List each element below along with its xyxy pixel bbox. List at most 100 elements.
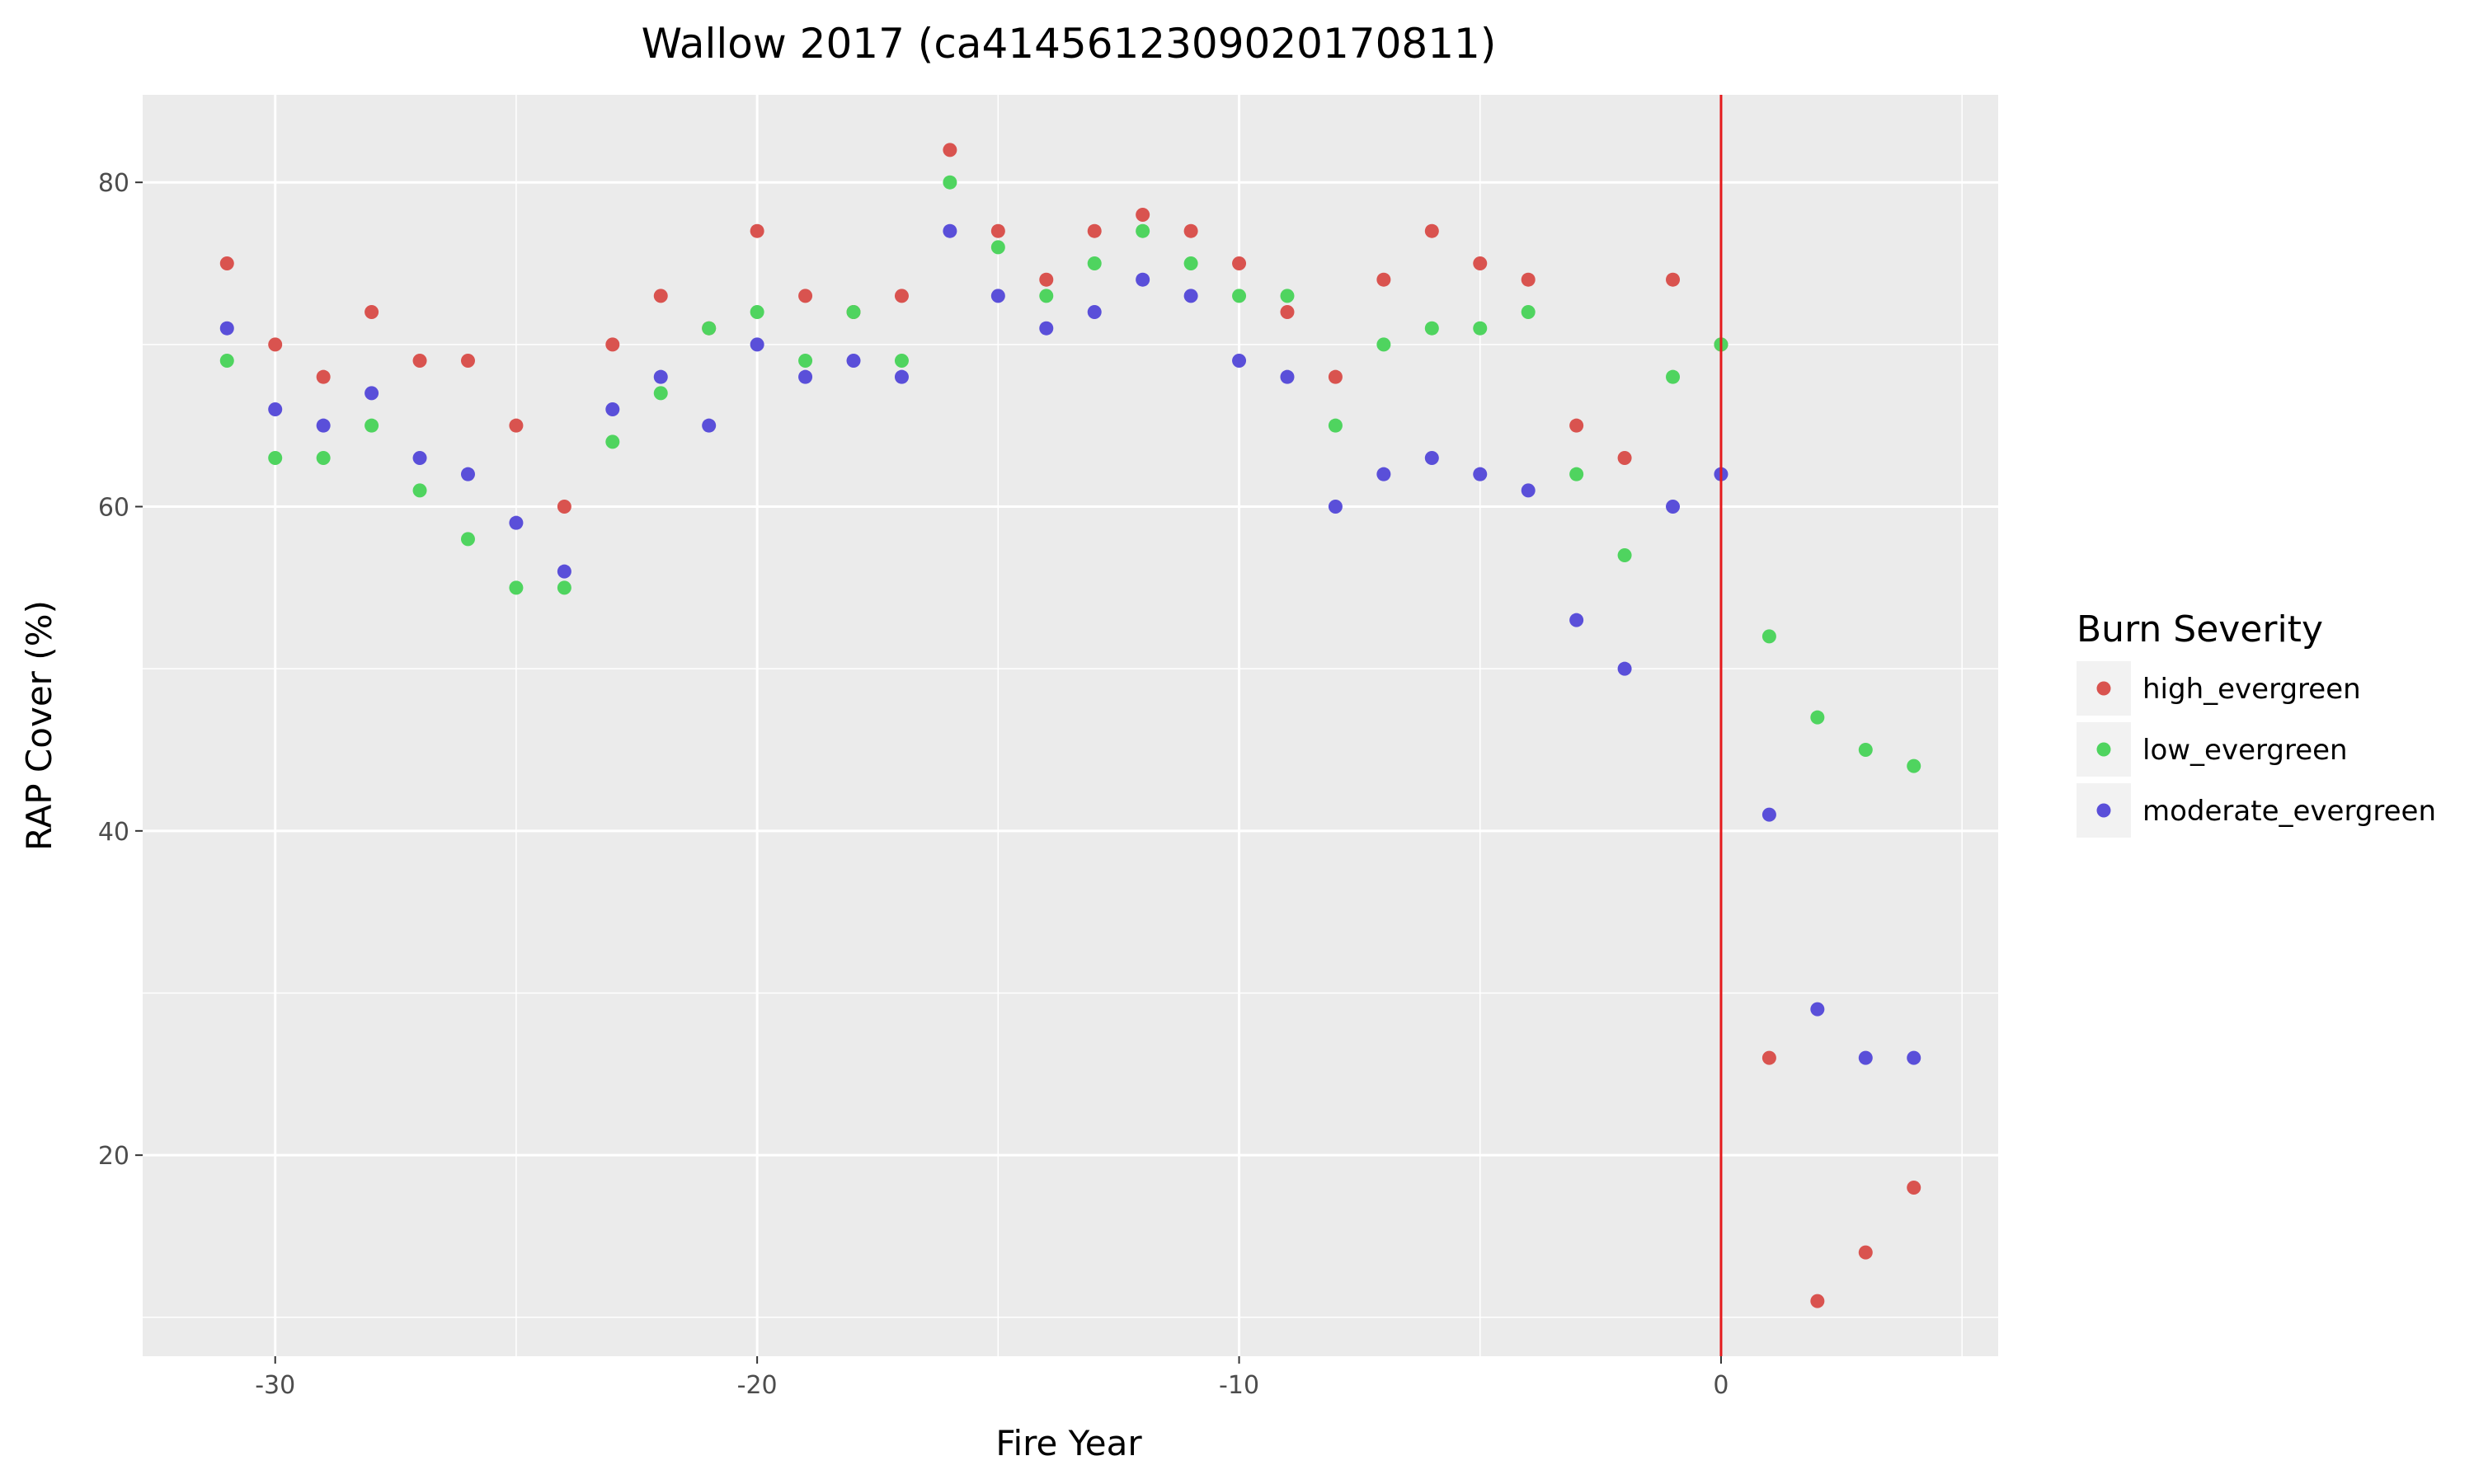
data-point xyxy=(1087,305,1102,320)
legend-label: moderate_evergreen xyxy=(2142,795,2436,828)
data-point xyxy=(1858,1245,1873,1260)
data-point xyxy=(1473,321,1488,336)
legend-key-low_evergreen xyxy=(2096,742,2111,757)
data-point xyxy=(316,418,331,433)
data-point xyxy=(1136,272,1150,287)
data-point xyxy=(653,289,668,303)
data-point xyxy=(268,337,283,352)
data-point xyxy=(1569,467,1584,481)
data-point xyxy=(943,175,957,190)
data-point xyxy=(1666,369,1681,384)
data-point xyxy=(316,451,331,466)
data-point xyxy=(1183,256,1198,271)
data-point xyxy=(798,289,813,303)
y-tick-label: 60 xyxy=(98,494,129,523)
data-point xyxy=(1617,548,1632,563)
legend-key-high_evergreen xyxy=(2096,681,2111,696)
data-point xyxy=(1376,467,1391,481)
data-point xyxy=(990,289,1005,303)
data-point xyxy=(1039,289,1054,303)
data-point xyxy=(605,434,620,449)
data-point xyxy=(268,451,283,466)
data-point xyxy=(605,402,620,417)
data-point xyxy=(557,500,571,514)
y-tick-label: 80 xyxy=(98,169,129,198)
data-point xyxy=(1810,1294,1825,1308)
data-point xyxy=(1761,629,1776,644)
x-tick-label: 0 xyxy=(1713,1371,1729,1400)
data-point xyxy=(894,354,909,369)
data-point xyxy=(1232,354,1247,369)
data-point xyxy=(1328,500,1343,514)
data-point xyxy=(1617,451,1632,466)
data-point xyxy=(1858,1050,1873,1065)
data-point xyxy=(653,369,668,384)
data-point xyxy=(1907,1180,1921,1195)
series-low_evergreen xyxy=(219,175,1921,773)
x-tick-label: -10 xyxy=(1219,1371,1259,1400)
data-point xyxy=(702,418,717,433)
data-point xyxy=(750,337,764,352)
data-point xyxy=(1810,1002,1825,1017)
data-point xyxy=(990,223,1005,238)
data-point xyxy=(750,223,764,238)
data-point xyxy=(557,580,571,595)
data-point xyxy=(1183,289,1198,303)
y-tick-label: 40 xyxy=(98,818,129,847)
data-point xyxy=(1521,272,1536,287)
legend-key-moderate_evergreen xyxy=(2096,803,2111,818)
data-point xyxy=(1039,272,1054,287)
data-point xyxy=(1424,223,1439,238)
legend-label: low_evergreen xyxy=(2142,734,2348,767)
data-point xyxy=(1376,337,1391,352)
data-point xyxy=(557,564,571,579)
data-point xyxy=(1473,467,1488,481)
series-moderate_evergreen xyxy=(219,223,1921,1065)
x-tick-label: -30 xyxy=(255,1371,295,1400)
data-point xyxy=(1761,1050,1776,1065)
data-point xyxy=(605,337,620,352)
data-point xyxy=(412,483,427,498)
y-tick-label: 20 xyxy=(98,1142,129,1171)
data-point xyxy=(460,532,475,547)
data-point xyxy=(1280,369,1295,384)
data-point xyxy=(1761,807,1776,822)
data-point xyxy=(268,402,283,417)
data-point xyxy=(653,386,668,401)
data-point xyxy=(1858,742,1873,757)
data-point xyxy=(509,418,524,433)
data-point xyxy=(412,451,427,466)
data-point xyxy=(1907,758,1921,773)
data-point xyxy=(509,580,524,595)
data-point xyxy=(1087,256,1102,271)
data-point xyxy=(750,305,764,320)
data-point xyxy=(412,354,427,369)
y-axis-title: RAP Cover (%) xyxy=(19,600,59,851)
data-point xyxy=(1376,272,1391,287)
data-point xyxy=(943,143,957,157)
data-point xyxy=(1280,289,1295,303)
data-point xyxy=(943,223,957,238)
data-point xyxy=(365,418,379,433)
data-point xyxy=(219,256,234,271)
data-point xyxy=(1232,289,1247,303)
data-point xyxy=(1473,256,1488,271)
data-point xyxy=(219,354,234,369)
data-point xyxy=(1666,272,1681,287)
chart-title: Wallow 2017 (ca41456123090201708​11) xyxy=(642,20,1497,68)
data-point xyxy=(1569,613,1584,627)
x-axis-title: Fire Year xyxy=(995,1423,1142,1463)
data-point xyxy=(1424,451,1439,466)
data-point xyxy=(1328,369,1343,384)
data-point xyxy=(316,369,331,384)
data-point xyxy=(509,515,524,530)
data-point xyxy=(1521,305,1536,320)
data-point xyxy=(1039,321,1054,336)
data-point xyxy=(219,321,234,336)
data-point xyxy=(894,369,909,384)
data-point xyxy=(798,369,813,384)
data-point xyxy=(990,240,1005,255)
data-point xyxy=(1136,208,1150,223)
data-point xyxy=(1232,256,1247,271)
